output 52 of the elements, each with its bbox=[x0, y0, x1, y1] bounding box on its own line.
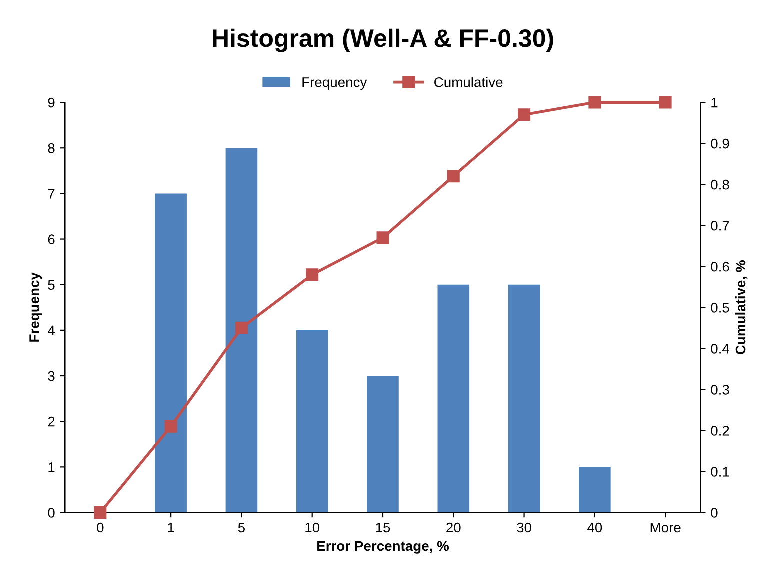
bar bbox=[438, 284, 470, 513]
y2-tick-label: 0.5 bbox=[711, 302, 730, 313]
y2-tick-label: 0 bbox=[711, 508, 718, 518]
y2-tick-label: 0.4 bbox=[711, 344, 730, 354]
bar bbox=[508, 284, 540, 513]
y-tick-label: 6 bbox=[48, 234, 55, 244]
bar bbox=[226, 148, 258, 513]
y2-tick-label: 0.2 bbox=[711, 426, 730, 436]
bar bbox=[296, 330, 328, 513]
y2-tick-label: 0.3 bbox=[711, 385, 730, 395]
y2-tick-label: 0.1 bbox=[711, 467, 730, 477]
x-tick-label: 40 bbox=[588, 522, 602, 533]
x-tick-label: 5 bbox=[238, 522, 245, 533]
y-tick-label: 2 bbox=[48, 416, 55, 427]
y-tick-label: 4 bbox=[48, 326, 55, 336]
point bbox=[659, 96, 672, 109]
x-tick-label: 15 bbox=[376, 522, 390, 533]
point bbox=[376, 232, 390, 244]
bar bbox=[579, 467, 611, 513]
y-tick-label: 9 bbox=[48, 98, 55, 108]
y-tick-label: 8 bbox=[48, 143, 55, 154]
y-tick-label: 7 bbox=[48, 189, 55, 199]
x-tick-label: 1 bbox=[168, 522, 174, 533]
point bbox=[518, 108, 531, 122]
x-tick-label: 20 bbox=[446, 522, 461, 533]
y2-tick-label: 1 bbox=[712, 98, 718, 108]
x-tick-label: More bbox=[650, 522, 681, 533]
bar bbox=[155, 194, 187, 513]
legend-label: Frequency bbox=[302, 78, 368, 90]
point bbox=[588, 96, 602, 109]
y2-tick-label: 0.9 bbox=[711, 138, 730, 149]
point bbox=[94, 506, 107, 519]
y-tick-label: 3 bbox=[48, 371, 55, 382]
y2-axis-title: Cumulative, % bbox=[735, 260, 748, 355]
y2-tick-label: 0.8 bbox=[711, 180, 730, 190]
y-tick-label: 1 bbox=[48, 462, 55, 472]
x-tick-label: 30 bbox=[517, 522, 532, 533]
x-axis-title: Error Percentage, % bbox=[318, 541, 450, 554]
y-axis-title: Frequency bbox=[30, 272, 42, 342]
point bbox=[306, 268, 319, 282]
x-tick-label: 0 bbox=[97, 522, 104, 533]
point bbox=[447, 170, 460, 183]
point bbox=[164, 420, 178, 433]
chart-title: Histogram (Well-A & FF-0.30) bbox=[213, 28, 554, 52]
legend-label: Cumulative bbox=[434, 77, 503, 88]
x-tick-label: 10 bbox=[306, 522, 320, 533]
y-tick-label: 5 bbox=[48, 280, 55, 290]
y2-tick-label: 0.6 bbox=[711, 262, 730, 272]
y-tick-label: 0 bbox=[48, 508, 55, 518]
bar bbox=[367, 376, 399, 513]
point bbox=[235, 322, 248, 334]
y2-tick-label: 0.7 bbox=[711, 220, 730, 231]
